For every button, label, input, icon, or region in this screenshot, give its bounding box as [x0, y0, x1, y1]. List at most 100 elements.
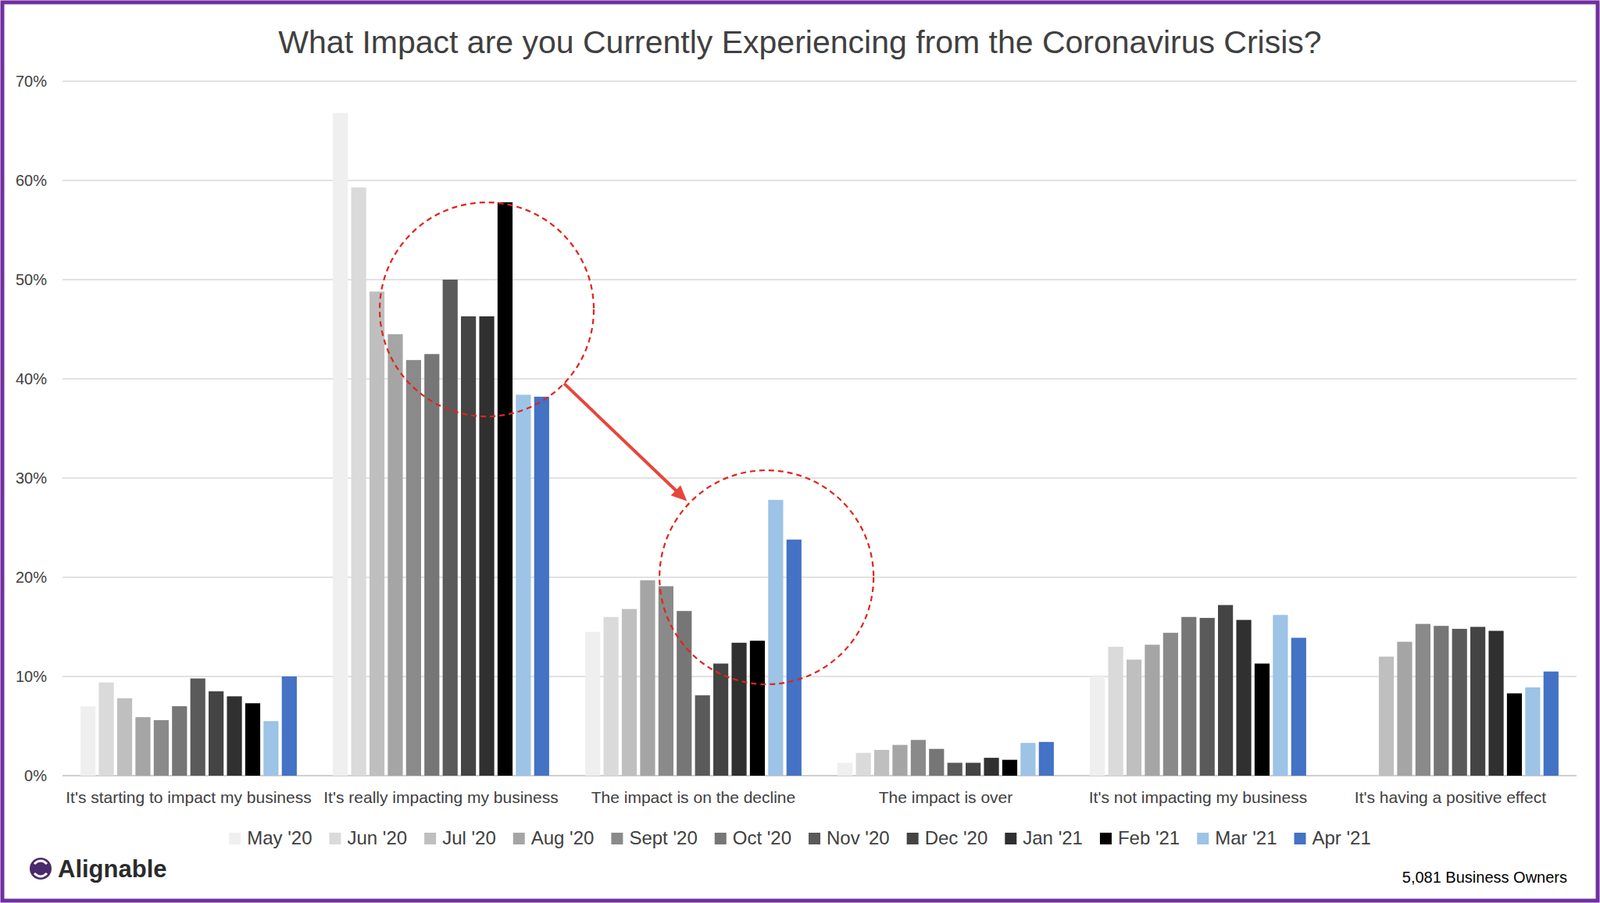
bar: [1235, 620, 1251, 776]
legend-label: Aug '20: [531, 827, 595, 849]
legend-label: Oct '20: [732, 827, 792, 849]
title: What Impact are you Currently Experienci…: [278, 24, 1322, 61]
legend-label: Apr '21: [1312, 827, 1372, 849]
bar: [910, 739, 926, 776]
bar: [80, 706, 96, 776]
y-tick-label: 30%: [15, 469, 47, 487]
legend-label: Jan '21: [1022, 827, 1083, 849]
bar: [1272, 614, 1288, 776]
highlight-circle: [379, 202, 594, 417]
y-tick-label: 70%: [15, 72, 47, 90]
logo-icon: [29, 857, 52, 880]
bar: [786, 539, 802, 776]
y-tick-label: 20%: [15, 568, 47, 586]
legend-swatch: [1004, 832, 1017, 845]
bar: [928, 749, 944, 776]
bar: [603, 617, 619, 776]
bar: [99, 682, 115, 776]
bar: [135, 717, 150, 776]
legend-swatch: [808, 832, 821, 845]
y-tick-label: 0%: [24, 767, 47, 785]
logo: Alignable: [29, 855, 168, 883]
bar: [1396, 642, 1412, 776]
bar: [1291, 637, 1307, 776]
background: [0, 0, 1600, 903]
bar: [1126, 659, 1142, 776]
bar: [965, 762, 981, 776]
x-tick-label: It's really impacting my business: [323, 788, 558, 807]
legend-swatch: [1100, 832, 1112, 845]
bar: [1163, 632, 1179, 776]
bar: [1020, 742, 1036, 776]
bar: [585, 632, 600, 776]
bar: [282, 676, 297, 776]
grid-line: [62, 576, 1577, 579]
bar: [424, 353, 440, 776]
bar: [658, 585, 674, 776]
bar: [676, 610, 692, 776]
bar: [1039, 742, 1054, 776]
chart: What Impact are you Currently Experienci…: [0, 0, 1600, 903]
legend-swatch: [1294, 832, 1307, 845]
x-tick-label: The impact is over: [878, 788, 1014, 807]
bar: [1415, 624, 1431, 776]
bar: [1144, 644, 1160, 776]
x-tick-label: It's having a positive effect: [1354, 788, 1547, 807]
bar: [1488, 631, 1504, 776]
bar: [1181, 617, 1197, 776]
bar: [263, 721, 279, 776]
bar: [497, 202, 513, 776]
legend-label: Jul '20: [442, 827, 497, 849]
legend-label: May '20: [246, 827, 312, 849]
bar: [695, 695, 711, 776]
bar: [1254, 663, 1270, 776]
legend-label: Feb '21: [1117, 827, 1180, 849]
legend-swatch: [1196, 832, 1209, 845]
x-tick-label: It's not impacting my business: [1089, 788, 1308, 807]
x-tick-label: The impact is on the decline: [591, 788, 796, 807]
bar: [1543, 671, 1559, 776]
bar: [767, 500, 783, 776]
bar: [1217, 605, 1233, 776]
legend-label: Mar '21: [1214, 827, 1277, 849]
bar: [332, 113, 348, 776]
logo-icon-mark: [34, 860, 47, 877]
bar: [983, 757, 999, 776]
highlight-circle: [659, 470, 874, 685]
arrow-head: [671, 485, 688, 501]
bar: [153, 720, 169, 776]
legend-swatch: [328, 832, 341, 845]
bar: [171, 706, 187, 776]
bar: [874, 750, 890, 776]
bar: [1507, 693, 1522, 776]
bar: [1002, 760, 1018, 776]
bar: [1433, 625, 1449, 776]
bar: [369, 291, 385, 776]
legend-label: Sept '20: [628, 827, 697, 849]
bar: [1525, 687, 1540, 776]
legend-swatch: [714, 832, 727, 845]
bar: [406, 360, 422, 776]
bar: [208, 691, 224, 776]
legend-swatch: [513, 832, 525, 845]
bar: [351, 187, 367, 776]
legend-label: Dec '20: [925, 827, 989, 849]
bar: [837, 762, 853, 776]
grid-line: [62, 179, 1577, 182]
legend-swatch: [907, 832, 919, 845]
y-tick-label: 40%: [15, 370, 47, 388]
y-tick-label: 50%: [15, 271, 47, 289]
bar: [1089, 676, 1105, 776]
bar: [1378, 657, 1394, 776]
bar: [1200, 617, 1215, 776]
logo-text: Alignable: [57, 855, 168, 883]
y-tick-label: 60%: [15, 171, 47, 190]
bar: [245, 703, 261, 776]
legend: May '20Jun '20Jul '20Aug '20Sept '20Oct …: [228, 827, 1372, 849]
y-tick-label: 10%: [15, 667, 47, 686]
bar: [892, 745, 908, 776]
bar: [731, 642, 747, 776]
bar: [639, 580, 655, 776]
bar: [442, 279, 458, 776]
frame: [2, 2, 1598, 901]
